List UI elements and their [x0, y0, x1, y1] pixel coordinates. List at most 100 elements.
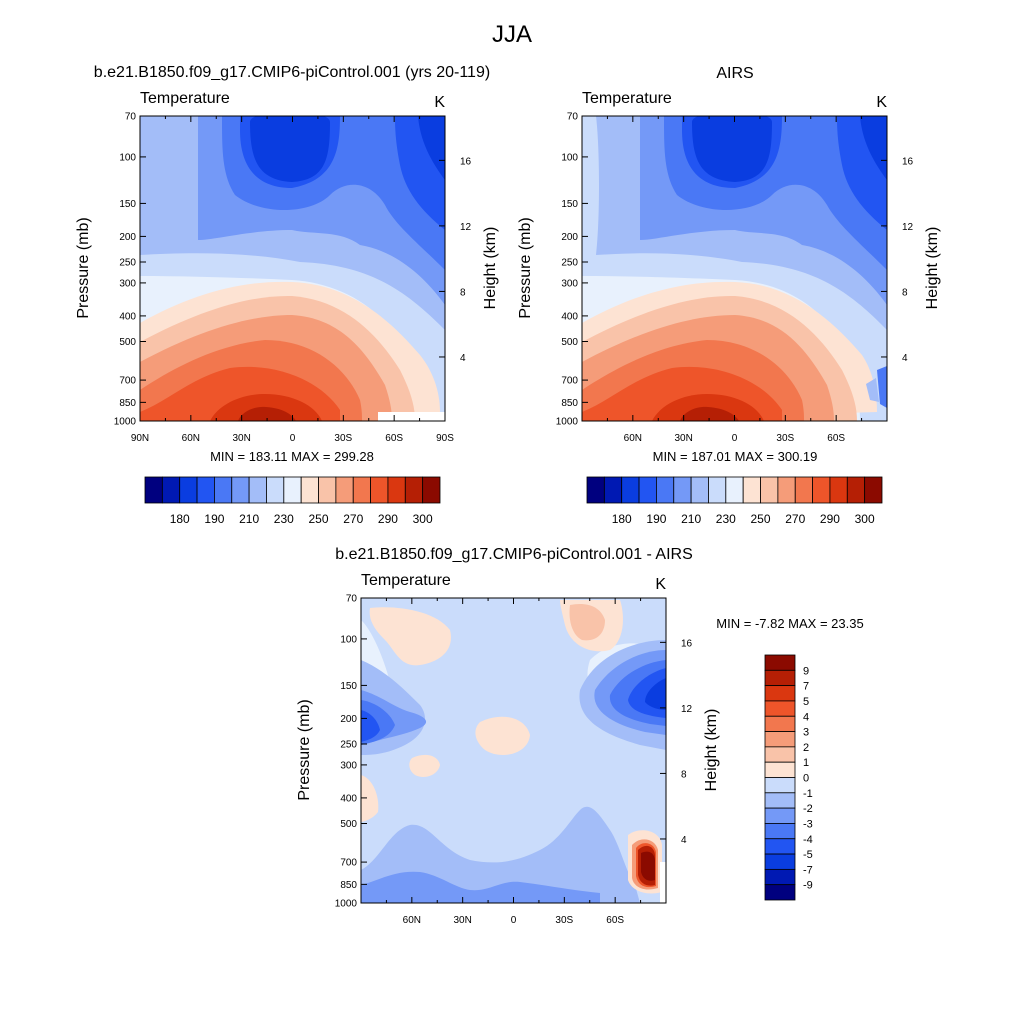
colorbar-swatch — [144, 476, 163, 504]
colorbar-swatch — [760, 476, 779, 504]
x-tick-label: 60S — [606, 915, 624, 926]
missing-data — [378, 412, 445, 421]
colorbar-label: 210 — [681, 512, 701, 526]
y-tick-label: 400 — [119, 311, 136, 322]
y2-tick-label: 12 — [460, 222, 472, 233]
colorbar-swatch — [764, 731, 796, 748]
x-tick-label: 30N — [232, 433, 250, 444]
field — [582, 116, 887, 421]
colorbar-swatch — [196, 476, 215, 504]
colorbar-label: 250 — [751, 512, 771, 526]
colorbar-swatch — [764, 700, 796, 717]
y-tick-label: 100 — [561, 152, 578, 163]
colorbar-swatch — [690, 476, 709, 504]
colorbar-swatch — [764, 715, 796, 732]
colorbar-swatch — [829, 476, 848, 504]
band-ge-9-near-surface — [641, 851, 655, 881]
y-tick-label: 250 — [561, 258, 578, 269]
field — [361, 598, 666, 903]
colorbar-label: 300 — [855, 512, 875, 526]
colorbar-swatch — [318, 476, 337, 504]
colorbar-label: 9 — [803, 665, 809, 677]
colorbar-label: -7 — [803, 864, 813, 876]
colorbar-swatch — [300, 476, 319, 504]
colorbar-swatch — [248, 476, 267, 504]
colorbar-swatch — [231, 476, 250, 504]
y-tick-label: 1000 — [114, 417, 137, 428]
band-ge-300 — [238, 406, 296, 421]
colorbar-label: 270 — [785, 512, 805, 526]
y-tick-label: 850 — [119, 398, 136, 409]
x-tick-label: 0 — [511, 915, 517, 926]
y-tick-label: 850 — [561, 398, 578, 409]
stats-label: MIN = -7.82 MAX = 23.35 — [716, 616, 863, 631]
x-tick-label: 30N — [674, 433, 692, 444]
colorbar-swatch — [864, 476, 883, 504]
axes: 70 100 150 200 250 300 400 500 700 850 1000 90N 60N 3… — [114, 112, 472, 445]
colorbar-label: 4 — [803, 711, 809, 723]
y-tick-label: 700 — [340, 858, 357, 869]
y-tick-label: 200 — [340, 714, 357, 725]
colorbar-swatch — [387, 476, 406, 504]
panel-model: b.e21.B1850.f09_g17.CMIP6-piControl.001 … — [75, 64, 499, 526]
missing-data — [660, 862, 666, 903]
x-tick-label: 0 — [290, 433, 296, 444]
colorbar-swatch — [764, 685, 796, 702]
colorbar-swatch — [621, 476, 640, 504]
y-tick-label: 200 — [119, 232, 136, 243]
colorbar-swatch — [764, 823, 796, 840]
panel-airs: AIRS Temperature K 70 100 150 200 250 300 400 5… — [517, 65, 941, 526]
panel-title: AIRS — [716, 65, 753, 82]
y-tick-label: 150 — [340, 681, 357, 692]
axes: 70 100 150 200 250 300 400 500 700 850 1000 60N 30N 0… — [335, 594, 693, 927]
colorbar-label: 210 — [239, 512, 259, 526]
x-tick-label: 60S — [385, 433, 403, 444]
y2-tick-label: 8 — [902, 287, 908, 298]
colorbar-swatch — [812, 476, 831, 504]
colorbar-swatch — [764, 868, 796, 886]
units-label: K — [876, 94, 887, 111]
x-tick-label: 60N — [403, 915, 421, 926]
colorbar-swatch — [179, 476, 198, 504]
stats-label: MIN = 187.01 MAX = 300.19 — [653, 449, 818, 464]
variable-label: Temperature — [361, 572, 451, 589]
colorbar-swatch — [673, 476, 692, 504]
colorbar-label: 290 — [820, 512, 840, 526]
x-tick-label: 30S — [334, 433, 352, 444]
colorbar-label: -4 — [803, 834, 813, 846]
colorbar-label: 290 — [378, 512, 398, 526]
y-axis-label: Pressure (mb) — [296, 699, 313, 800]
y-tick-label: 400 — [561, 311, 578, 322]
colorbar-label: 180 — [612, 512, 632, 526]
colorbar-label: 270 — [343, 512, 363, 526]
y2-axis-label: Height (km) — [482, 227, 499, 310]
band-ge-185 — [692, 116, 887, 182]
colorbar-label: 3 — [803, 727, 809, 739]
y-tick-label: 70 — [346, 594, 358, 605]
x-tick-label: 60N — [182, 433, 200, 444]
surface-patch — [877, 366, 887, 408]
y-tick-label: 300 — [119, 278, 136, 289]
band-ge-0-middle — [475, 716, 530, 755]
x-tick-label: 30N — [453, 915, 471, 926]
units-label: K — [655, 576, 666, 593]
colorbar-swatch — [586, 476, 605, 504]
colorbar-swatch — [764, 792, 796, 809]
colorbar-swatch — [764, 777, 796, 794]
y2-axis-label: Height (km) — [703, 709, 720, 792]
colorbar-swatch — [283, 476, 302, 504]
band-lt-5-right — [645, 678, 666, 710]
colorbar-swatch — [764, 884, 796, 901]
colorbar-swatch — [764, 838, 796, 855]
colorbar-swatch — [422, 476, 441, 504]
y2-tick-label: 16 — [902, 156, 914, 167]
colorbar-swatch — [725, 476, 744, 504]
colorbar-label: 190 — [646, 512, 666, 526]
y2-tick-label: 12 — [681, 704, 693, 715]
y-tick-label: 70 — [567, 112, 579, 123]
y-tick-label: 200 — [561, 232, 578, 243]
y2-tick-label: 4 — [681, 835, 687, 846]
y2-tick-label: 16 — [681, 638, 693, 649]
y-tick-label: 850 — [340, 880, 357, 891]
